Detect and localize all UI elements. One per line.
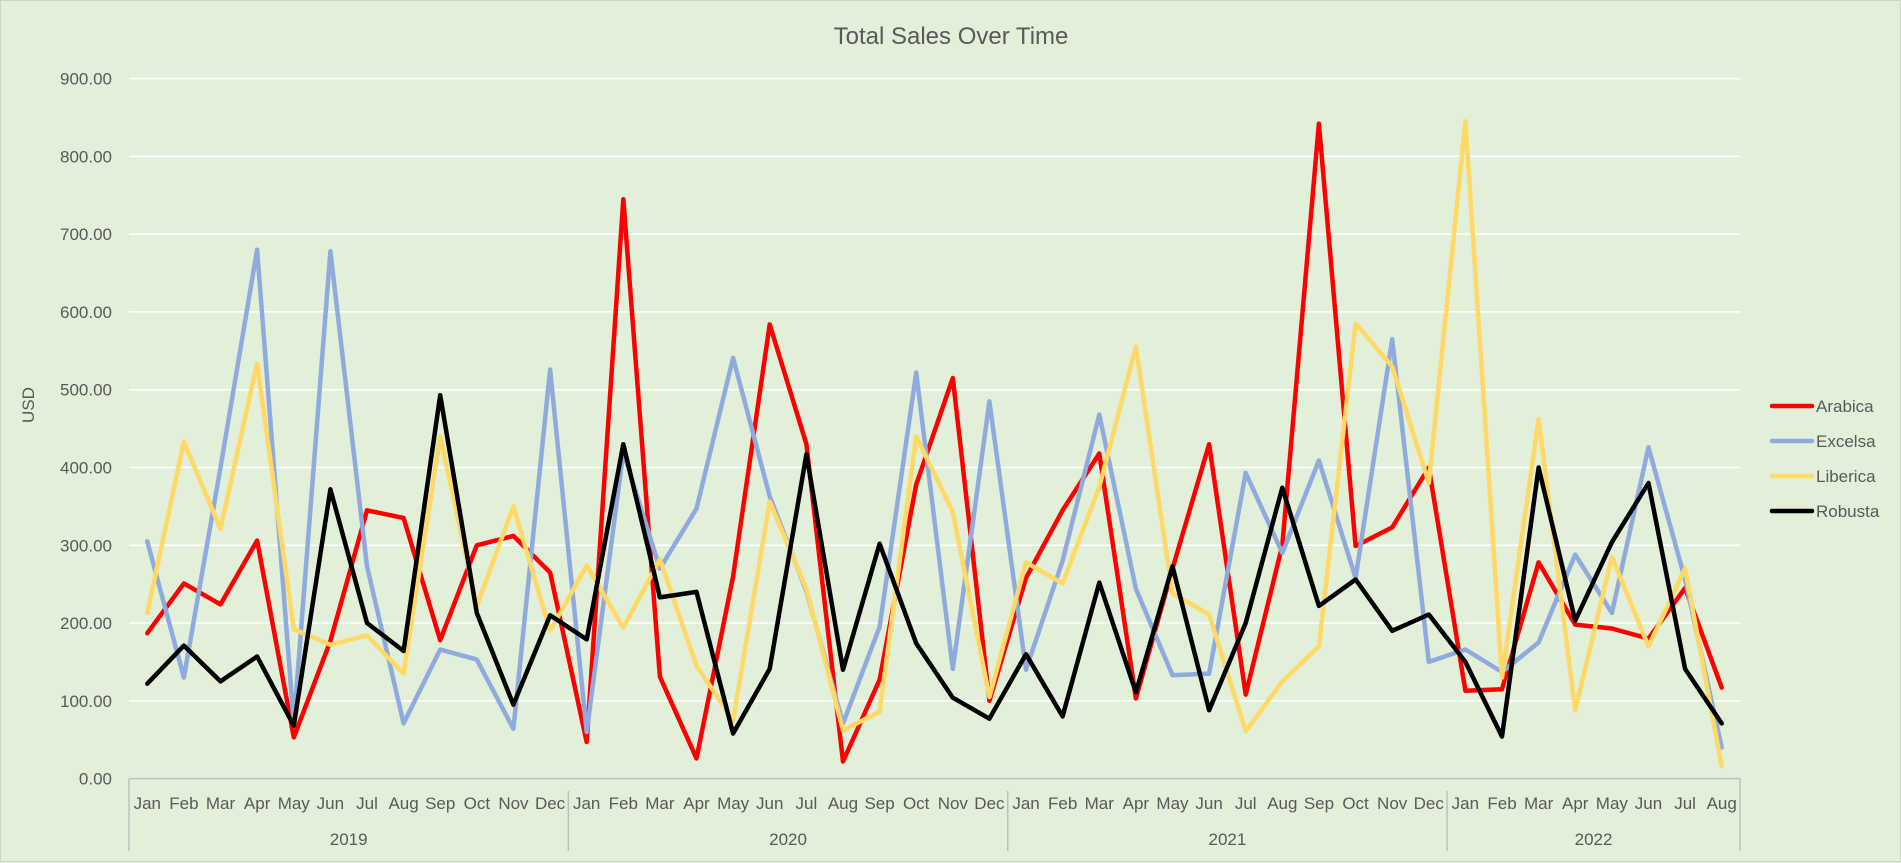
x-tick-label: Mar <box>1085 794 1115 813</box>
chart-title: Total Sales Over Time <box>834 23 1069 50</box>
x-tick-label: Sep <box>864 794 894 813</box>
x-tick-label: Dec <box>535 794 566 813</box>
x-tick-label: Dec <box>974 794 1005 813</box>
x-tick-label: Aug <box>828 794 858 813</box>
x-tick-label: Jun <box>756 794 783 813</box>
y-tick-label: 500.00 <box>60 381 112 400</box>
y-tick-label: 400.00 <box>60 458 112 477</box>
y-axis-title: USD <box>19 387 38 423</box>
year-label: 2019 <box>330 830 368 849</box>
x-tick-label: May <box>717 794 750 813</box>
x-tick-label: Aug <box>1267 794 1297 813</box>
y-tick-label: 800.00 <box>60 147 112 166</box>
year-label: 2020 <box>769 830 807 849</box>
x-tick-label: Feb <box>1048 794 1077 813</box>
x-tick-label: Jun <box>1635 794 1662 813</box>
y-tick-label: 900.00 <box>60 70 112 89</box>
legend-label-excelsa: Excelsa <box>1816 432 1876 451</box>
year-label: 2021 <box>1208 830 1246 849</box>
x-tick-label: Jan <box>134 794 161 813</box>
x-tick-label: Jun <box>1195 794 1222 813</box>
x-tick-label: Jul <box>795 794 817 813</box>
y-tick-label: 300.00 <box>60 536 112 555</box>
x-tick-label: Nov <box>1377 794 1408 813</box>
legend: Arabica Excelsa Liberica Robusta <box>1769 397 1880 521</box>
legend-label-arabica: Arabica <box>1816 397 1874 416</box>
x-tick-label: Mar <box>645 794 675 813</box>
y-tick-label: 0.00 <box>79 770 112 789</box>
x-tick-label: Apr <box>1123 794 1150 813</box>
x-tick-label: Sep <box>1304 794 1334 813</box>
x-tick-label: Oct <box>1342 794 1369 813</box>
x-tick-label: Apr <box>244 794 271 813</box>
x-tick-label: May <box>278 794 311 813</box>
x-tick-label: Oct <box>903 794 930 813</box>
year-label: 2022 <box>1575 830 1613 849</box>
x-tick-label: Aug <box>1707 794 1737 813</box>
x-tick-label: Nov <box>498 794 529 813</box>
x-tick-label: Apr <box>1562 794 1589 813</box>
y-tick-labels: 0.00 100.00 200.00 300.00 400.00 500.00 600.00… <box>60 70 112 789</box>
x-tick-label: Nov <box>938 794 969 813</box>
x-tick-label: Feb <box>1487 794 1516 813</box>
x-tick-label: Jan <box>1452 794 1479 813</box>
x-tick-label: Feb <box>609 794 638 813</box>
x-tick-label: Jan <box>1012 794 1039 813</box>
series-line-liberica <box>145 119 1724 769</box>
y-tick-label: 100.00 <box>60 692 112 711</box>
series-line-robusta <box>145 392 1724 739</box>
x-tick-label: Oct <box>464 794 491 813</box>
x-tick-label: Jan <box>573 794 600 813</box>
x-tick-label: Feb <box>169 794 198 813</box>
x-tick-label: Jul <box>1235 794 1257 813</box>
x-tick-label: Aug <box>388 794 418 813</box>
x-tick-label: Mar <box>206 794 236 813</box>
x-tick-label: May <box>1596 794 1629 813</box>
y-tick-label: 600.00 <box>60 303 112 322</box>
series-lines <box>145 119 1724 769</box>
y-tick-label: 700.00 <box>60 225 112 244</box>
x-tick-label: May <box>1156 794 1189 813</box>
x-axis: Jan Feb Mar Apr May Jun Jul Aug Sep Oct Nov Dec Jan F… <box>128 778 1741 851</box>
x-tick-label: Mar <box>1524 794 1554 813</box>
x-tick-label: Jul <box>1674 794 1696 813</box>
x-tick-label: Apr <box>683 794 710 813</box>
y-tick-label: 200.00 <box>60 614 112 633</box>
x-tick-label: Sep <box>425 794 455 813</box>
legend-label-liberica: Liberica <box>1816 467 1876 486</box>
legend-label-robusta: Robusta <box>1816 502 1880 521</box>
x-tick-label: Dec <box>1414 794 1445 813</box>
x-tick-label: Jun <box>317 794 344 813</box>
x-tick-label: Jul <box>356 794 378 813</box>
